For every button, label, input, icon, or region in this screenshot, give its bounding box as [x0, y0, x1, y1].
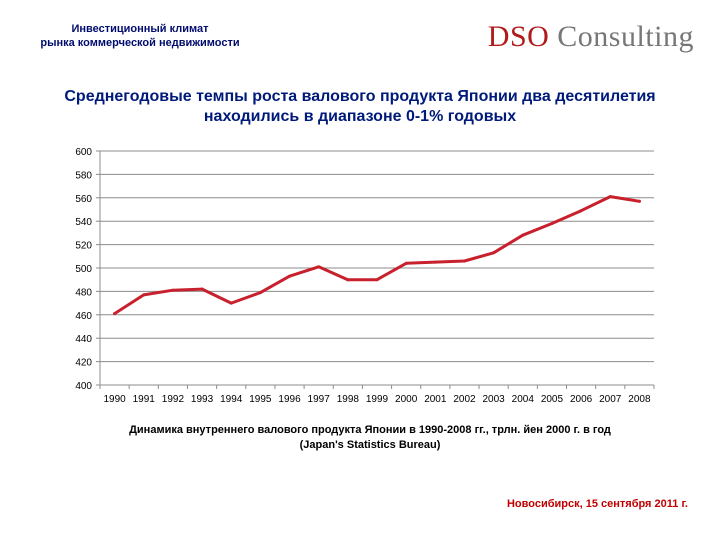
data-point-1997	[317, 265, 321, 269]
y-tick-label: 520	[75, 241, 92, 252]
x-tick-label: 1994	[220, 394, 243, 405]
x-tick-label: 2002	[453, 394, 476, 405]
data-point-1996	[288, 274, 292, 278]
y-tick-label: 440	[75, 334, 92, 345]
y-tick-label: 600	[75, 147, 92, 158]
data-point-2004	[521, 233, 525, 237]
chart-caption-source: (Japan's Statistics Bureau)	[299, 439, 441, 451]
x-tick-label: 1991	[133, 394, 156, 405]
slide-title: Среднегодовые темпы роста валового проду…	[40, 87, 680, 127]
x-tick-label: 1993	[191, 394, 214, 405]
data-point-2001	[433, 260, 437, 264]
x-tick-label: 1992	[162, 394, 185, 405]
x-tick-label: 2003	[483, 394, 506, 405]
data-point-2007	[608, 195, 612, 199]
logo-consulting: Consulting	[557, 20, 694, 53]
logo-dso: DSO	[487, 20, 550, 53]
data-point-1990	[113, 312, 117, 316]
company-logo: DSO Consulting	[488, 20, 694, 54]
x-tick-label: 2004	[512, 394, 535, 405]
data-point-2005	[550, 222, 554, 226]
data-point-1993	[200, 287, 204, 291]
chart-caption: Динамика внутреннего валового продукта Я…	[60, 423, 680, 453]
grid-lines	[100, 150, 654, 386]
y-tick-labels: 400 420 440 460 480 500 520 540 560 580 600	[75, 147, 92, 392]
x-tick-label: 2008	[628, 394, 651, 405]
data-point-1994	[229, 301, 233, 305]
y-tick-label: 400	[75, 381, 92, 392]
y-tick-label: 420	[75, 358, 92, 369]
data-point-2000	[404, 261, 408, 265]
slide-title-line1: Среднегодовые темпы роста валового проду…	[64, 88, 656, 105]
x-tick-label: 1999	[366, 394, 389, 405]
x-tick-label: 2007	[599, 394, 622, 405]
x-tick-label: 2005	[541, 394, 564, 405]
x-tick-label: 1997	[308, 394, 331, 405]
y-tick-label: 560	[75, 194, 92, 205]
y-tick-label: 460	[75, 311, 92, 322]
data-point-2003	[492, 251, 496, 255]
x-tick-label: 1990	[103, 394, 126, 405]
footer-date: Новосибирск, 15 сентября 2011 г.	[506, 498, 688, 510]
x-tick-label: 1996	[278, 394, 301, 405]
y-tick-label: 500	[75, 264, 92, 275]
slide-title-line2: находились в диапазоне 0-1% годовых	[203, 108, 517, 125]
chart-caption-line1: Динамика внутреннего валового продукта Я…	[129, 424, 611, 436]
header-subtitle-line1: Инвестиционный климат	[71, 23, 209, 35]
gdp-series-line	[113, 195, 641, 316]
y-tick-label: 540	[75, 217, 92, 228]
data-point-2008	[637, 199, 641, 203]
x-tick-label: 2001	[424, 394, 447, 405]
x-tick-labels: 1990 1991 1992 1993 1994 1995 1996 1997 1998 1999…	[103, 394, 651, 405]
header-subtitle-line2: рынка коммерческой недвижимости	[40, 37, 240, 49]
y-tick-label: 480	[75, 287, 92, 298]
x-tick-label: 2006	[570, 394, 593, 405]
x-tick-label: 1998	[337, 394, 360, 405]
data-point-1995	[258, 291, 262, 295]
data-point-1991	[142, 293, 146, 297]
data-point-2006	[579, 209, 583, 213]
x-tick-label: 1995	[249, 394, 272, 405]
axes	[96, 150, 655, 389]
data-point-1992	[171, 288, 175, 292]
series-layer	[113, 195, 641, 316]
x-tick-label: 2000	[395, 394, 418, 405]
data-point-1999	[375, 278, 379, 282]
data-point-1998	[346, 278, 350, 282]
header-subtitle: Инвестиционный климат рынка коммерческой…	[20, 22, 260, 50]
y-tick-label: 580	[75, 170, 92, 181]
data-point-2002	[462, 259, 466, 263]
